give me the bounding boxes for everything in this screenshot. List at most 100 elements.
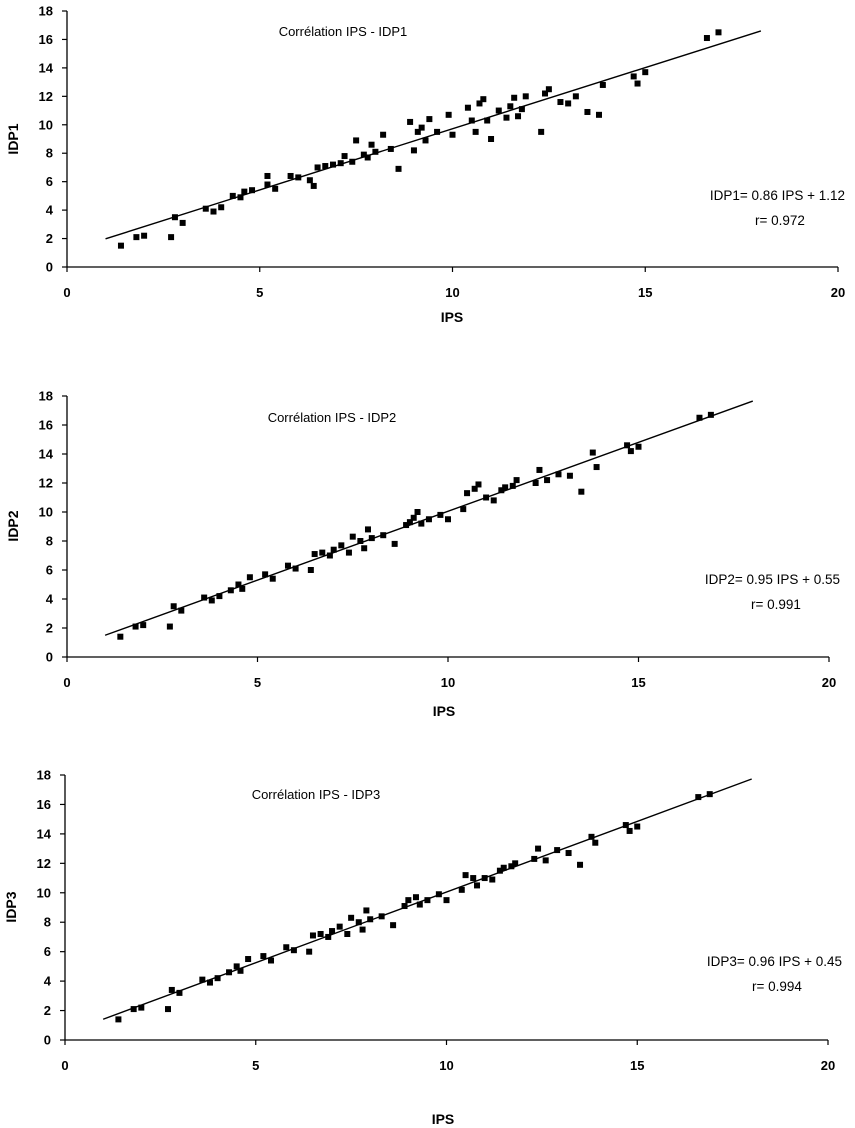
data-point <box>322 163 329 170</box>
y-tick-label: 14 <box>37 826 52 841</box>
chart-panel-2: 0 2 4 6 8 10 12 14 16 18 0 5 10 15 20 Corrélation IPS -… <box>5 389 840 720</box>
data-point <box>117 242 124 249</box>
data-point <box>395 165 402 172</box>
data-point <box>458 886 465 893</box>
data-point <box>443 897 450 904</box>
data-point <box>349 158 356 165</box>
data-point <box>503 114 510 121</box>
data-point <box>237 967 244 974</box>
data-point <box>566 472 573 479</box>
data-point <box>416 901 423 908</box>
data-point <box>557 99 564 106</box>
data-point <box>695 794 702 801</box>
data-point <box>624 442 631 449</box>
data-point <box>715 29 722 36</box>
x-tick-label: 10 <box>445 285 459 300</box>
data-point <box>208 597 215 604</box>
data-point <box>226 969 233 976</box>
data-point <box>584 108 591 115</box>
data-point <box>635 443 642 450</box>
y-tick-label: 6 <box>46 563 53 578</box>
data-point <box>241 188 248 195</box>
data-point <box>262 571 269 578</box>
data-point <box>555 471 562 478</box>
x-tick-label: 15 <box>631 675 645 690</box>
data-point <box>464 104 471 111</box>
data-point <box>509 482 516 489</box>
data-point <box>471 485 478 492</box>
data-point <box>642 69 649 76</box>
data-point <box>309 932 316 939</box>
data-point <box>578 488 585 495</box>
x-tick-label: 0 <box>63 675 70 690</box>
chart-panel-1: 0 2 4 6 8 10 12 14 16 18 0 5 10 15 20 Corrélation IPS -… <box>5 4 845 326</box>
data-point <box>554 847 561 854</box>
data-point <box>311 551 318 558</box>
data-point <box>176 989 183 996</box>
y-tick-label: 16 <box>37 797 51 812</box>
data-point <box>634 80 641 87</box>
data-point <box>345 549 352 556</box>
data-point <box>480 96 487 103</box>
chart-panel-3: 0 2 4 6 8 10 12 14 16 18 0 5 10 15 20 Corrélation IPS -… <box>3 768 842 1128</box>
data-point <box>513 477 520 484</box>
data-point <box>378 913 385 920</box>
data-point <box>179 219 186 226</box>
data-point <box>508 863 515 870</box>
data-point <box>338 542 345 549</box>
data-point <box>283 944 290 951</box>
y-tick-label: 4 <box>46 203 54 218</box>
data-point <box>210 208 217 215</box>
data-point <box>329 161 336 168</box>
data-point <box>538 128 545 135</box>
x-tick-label: 0 <box>61 1058 68 1073</box>
data-point <box>353 137 360 144</box>
chart-title: Corrélation IPS - IDP1 <box>279 24 408 39</box>
data-point <box>341 153 348 160</box>
x-tick-label: 10 <box>439 1058 453 1073</box>
data-point <box>424 897 431 904</box>
data-point <box>310 182 317 189</box>
data-point <box>536 466 543 473</box>
y-tick-label: 6 <box>46 174 53 189</box>
data-point <box>475 481 482 488</box>
data-point <box>355 919 362 926</box>
data-point <box>484 117 491 124</box>
data-point <box>307 567 314 573</box>
data-point <box>361 545 368 552</box>
data-point <box>349 533 356 540</box>
data-point <box>592 839 599 846</box>
data-point <box>130 1006 137 1013</box>
data-point <box>202 205 209 212</box>
data-point <box>422 137 429 144</box>
x-axis-label: IPS <box>433 703 456 719</box>
data-point <box>468 117 475 124</box>
data-point <box>490 497 497 504</box>
data-point <box>133 234 140 241</box>
data-point <box>364 154 371 161</box>
y-tick-label: 4 <box>44 974 52 989</box>
data-point <box>237 194 244 201</box>
data-point <box>483 494 490 501</box>
data-point <box>706 791 713 798</box>
data-point <box>359 926 366 933</box>
data-point <box>464 490 471 497</box>
data-point <box>306 948 313 955</box>
y-tick-label: 8 <box>44 915 51 930</box>
x-tick-label: 0 <box>63 285 70 300</box>
y-tick-label: 12 <box>39 476 53 491</box>
data-point <box>435 891 442 898</box>
data-point <box>626 827 633 834</box>
data-point <box>165 1006 172 1013</box>
data-point <box>264 181 271 188</box>
y-tick-label: 12 <box>37 856 51 871</box>
data-point <box>115 1016 122 1023</box>
data-point <box>498 487 505 494</box>
data-point <box>426 116 433 123</box>
data-point <box>470 875 477 882</box>
data-point <box>532 480 539 486</box>
data-point <box>367 916 374 923</box>
regression-equation: IDP2= 0.95 IPS + 0.55 <box>705 572 840 587</box>
x-tick-label: 5 <box>254 675 261 690</box>
